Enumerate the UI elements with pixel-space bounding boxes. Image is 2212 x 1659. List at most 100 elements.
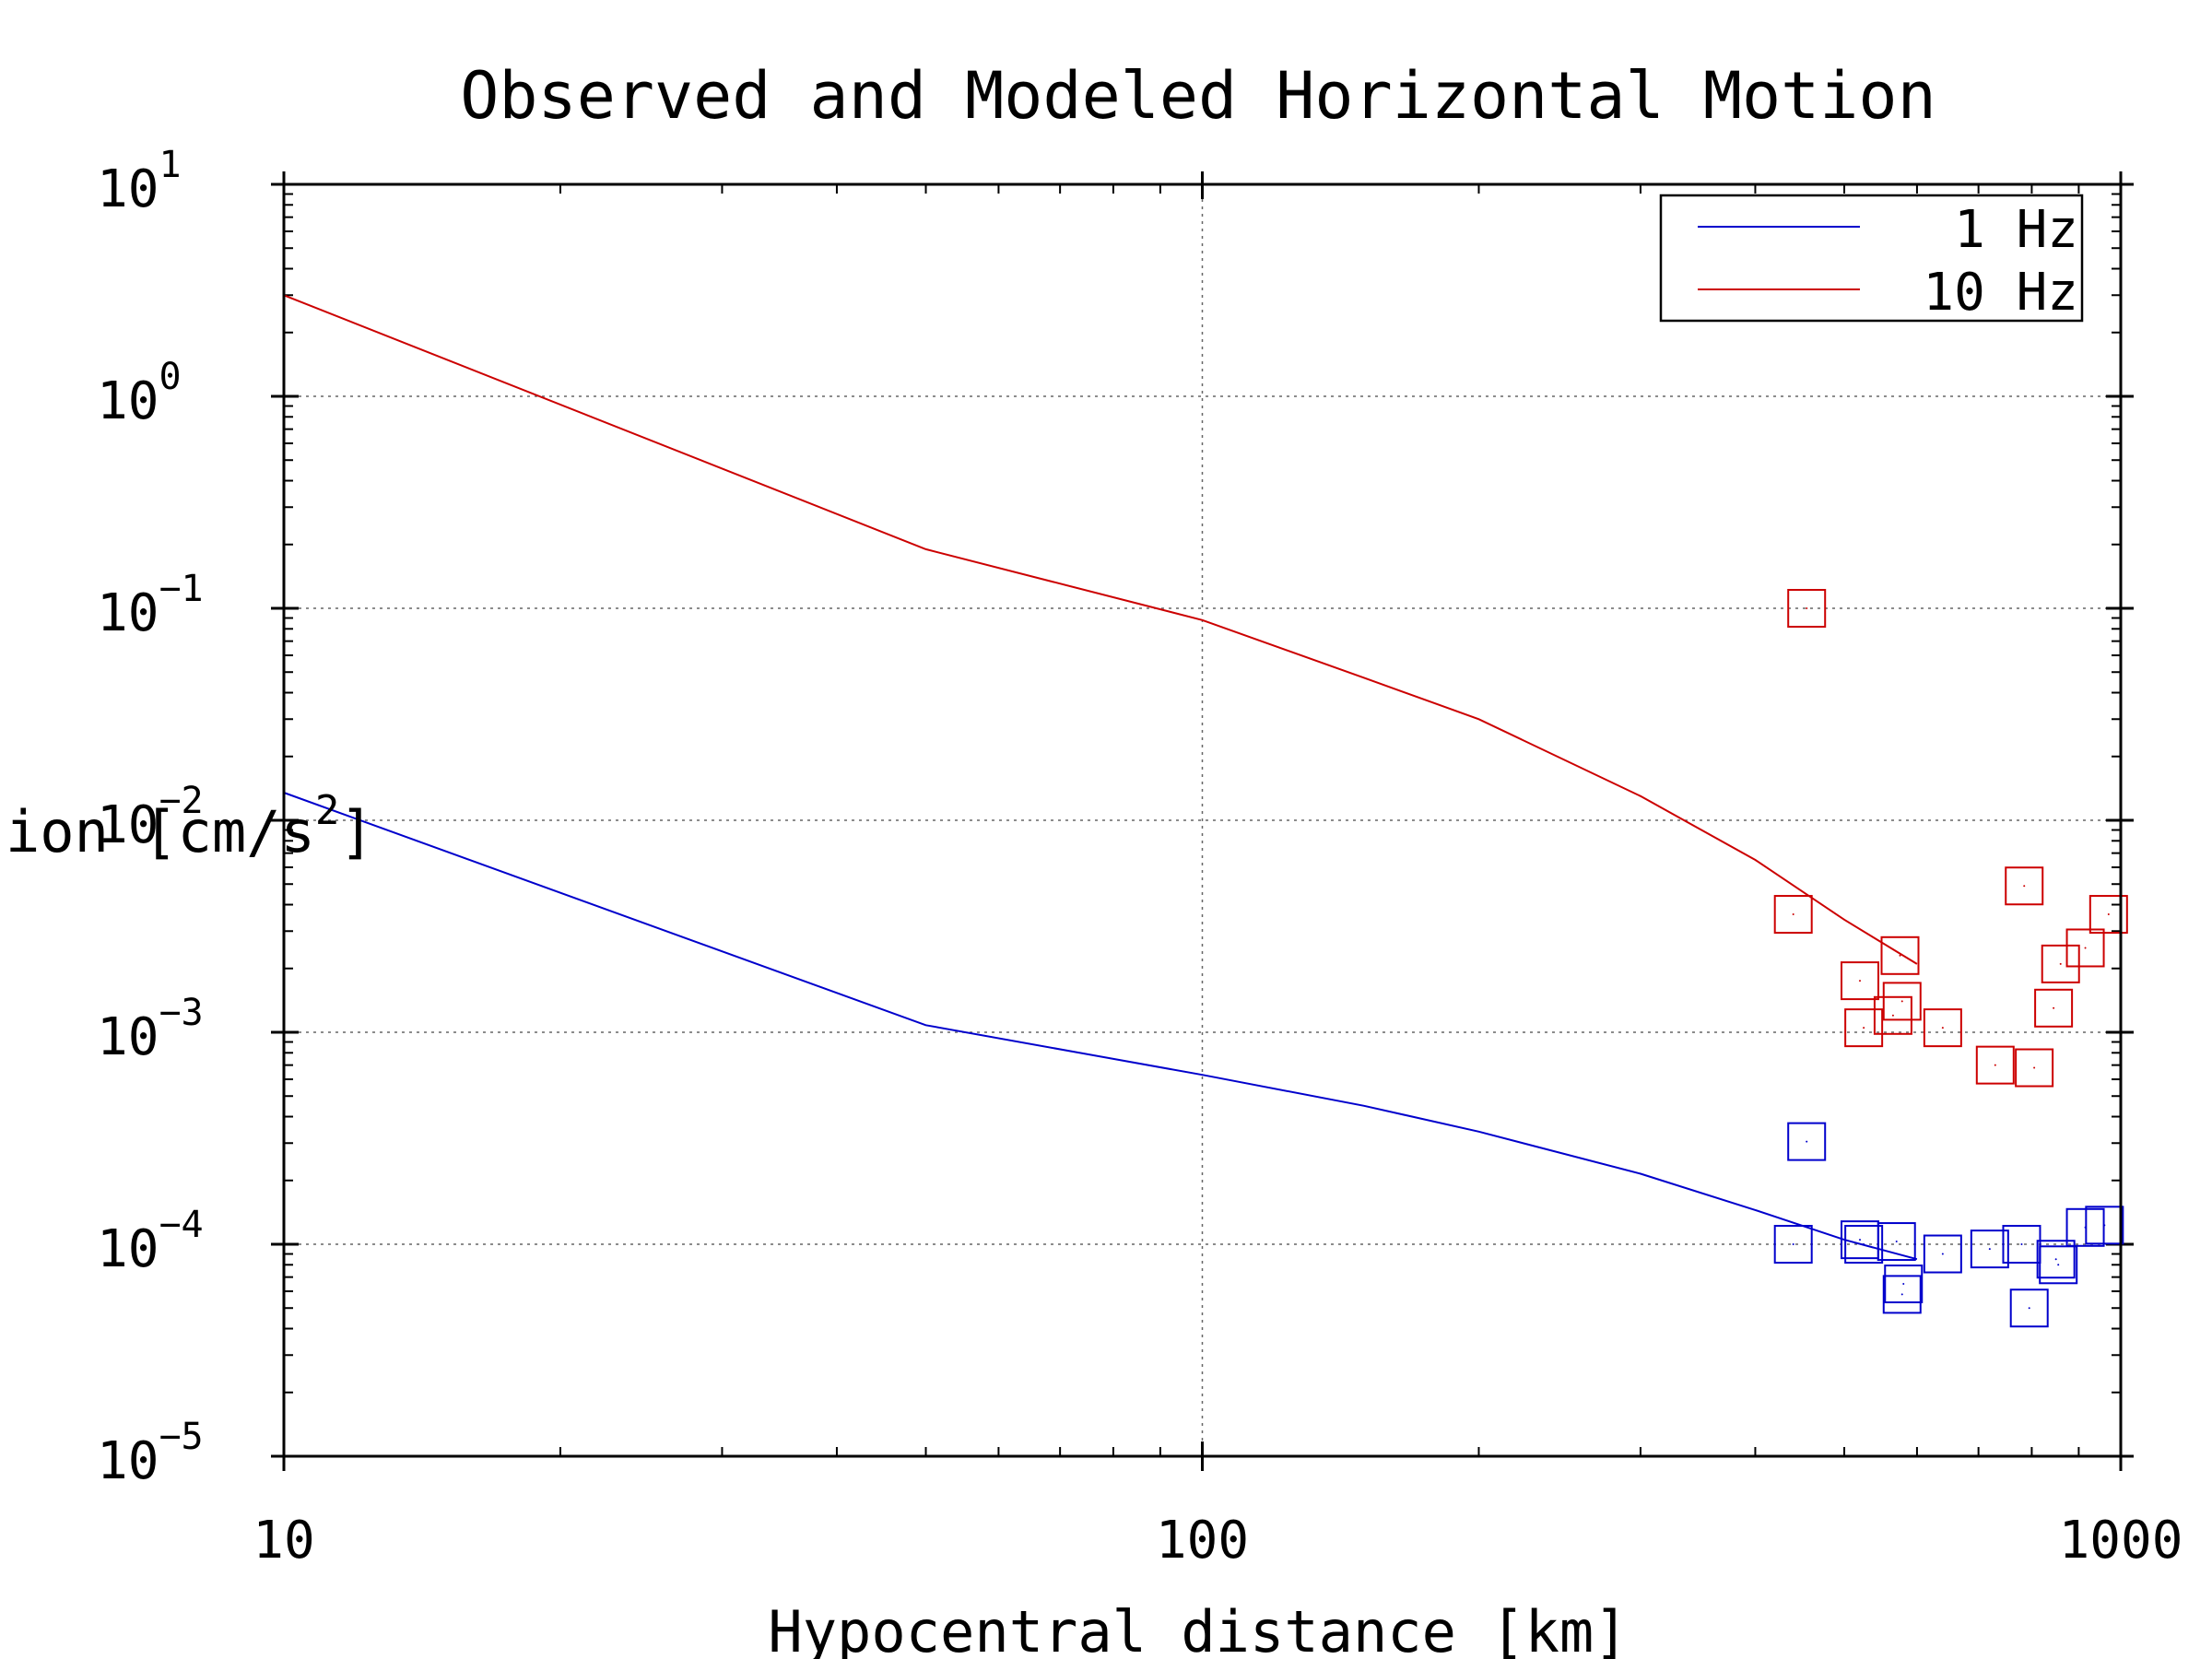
observed-point-1hz: [2039, 1245, 2078, 1285]
y-tick-label: 10−5: [97, 1416, 204, 1491]
observed-point-1hz: [1773, 1225, 1813, 1264]
y-tick-base: 10: [97, 795, 159, 855]
observed-point-1hz: [1923, 1234, 1962, 1274]
observed-point-10hz: [2088, 895, 2128, 935]
observed-point-center: [1994, 1064, 1996, 1066]
chart-title: Observed and Modeled Horizontal Motion: [460, 58, 1936, 134]
y-tick-base: 10: [97, 371, 159, 431]
observed-point-1hz: [2085, 1206, 2124, 1245]
observed-point-1hz: [1884, 1265, 1924, 1304]
observed-point-center: [1902, 1283, 1905, 1286]
observed-point-center: [2033, 1066, 2036, 1069]
observed-point-1hz: [2002, 1225, 2041, 1264]
observed-point-center: [1792, 913, 1794, 916]
observed-point-1hz: [1787, 1122, 1827, 1161]
observed-point-center: [1891, 1014, 1894, 1017]
y-axis-label-end: ]: [339, 798, 373, 865]
observed-point-center: [1899, 954, 1901, 957]
observed-point-center: [2103, 1224, 2106, 1227]
observed-point-1hz: [1882, 1275, 1922, 1314]
model-line-1hz: [283, 792, 1918, 1261]
observed-point-center: [1792, 1243, 1794, 1245]
y-tick-label: 101: [97, 144, 182, 219]
observed-point-center: [2054, 1258, 2057, 1261]
observed-point-center: [1941, 1027, 1944, 1030]
observed-point-center: [2053, 1006, 2055, 1009]
y-axis-label-sup: 2: [315, 787, 340, 834]
observed-point-1hz: [2009, 1288, 2049, 1328]
observed-point-center: [2084, 947, 2087, 949]
legend: 1 Hz 10 Hz: [1659, 194, 2084, 323]
y-tick-label: 10−1: [97, 568, 204, 643]
y-tick-label: 100: [97, 356, 182, 431]
y-tick-label: 10−4: [97, 1204, 204, 1279]
observed-point-10hz: [1880, 935, 1920, 975]
observed-point-center: [2107, 913, 2110, 916]
y-tick-exponent: 0: [159, 356, 181, 398]
legend-label-10hz: 10 Hz: [1923, 263, 2078, 323]
observed-point-10hz: [1975, 1045, 2015, 1085]
x-tick-label: 10: [253, 1511, 314, 1571]
y-tick-base: 10: [97, 583, 159, 643]
observed-point-10hz: [2015, 1048, 2054, 1088]
x-axis-label: Hypocentral distance [km]: [768, 1598, 1628, 1659]
grid: [284, 184, 2121, 1456]
observed-point-10hz: [2041, 944, 2080, 983]
observed-point-center: [2023, 885, 2026, 888]
observed-point-center: [1858, 980, 1861, 982]
observed-point-center: [1895, 1241, 1898, 1243]
observed-point-center: [1858, 1239, 1861, 1241]
x-tick-labels: 10 100 1000: [253, 1511, 2183, 1571]
observed-point-10hz: [2065, 928, 2105, 968]
legend-label-1hz: 1 Hz: [1954, 200, 2078, 260]
minor-ticks: [271, 171, 2134, 1471]
y-tick-label: 10−3: [97, 992, 204, 1067]
observed-point-center: [1900, 1293, 1903, 1296]
x-tick-label: 100: [1156, 1511, 1249, 1571]
y-tick-base: 10: [97, 1007, 159, 1067]
observed-point-10hz: [1840, 961, 1879, 1001]
model-line-10hz: [283, 294, 1918, 965]
observed-point-10hz: [2005, 866, 2044, 906]
observed-point-center: [1988, 1248, 1991, 1251]
observed-point-center: [1900, 1000, 1903, 1003]
y-axis-label-base: Acceleration [cm/s: [0, 798, 315, 865]
y-tick-exponent: −5: [159, 1416, 203, 1458]
observed-point-center: [1806, 1140, 1808, 1143]
observed-point-1hz: [1970, 1230, 2009, 1269]
series-1hz: [283, 792, 2124, 1328]
plot-frame: [282, 182, 2123, 1458]
y-tick-exponent: −3: [159, 992, 203, 1034]
y-tick-base: 10: [97, 159, 159, 219]
y-tick-base: 10: [97, 1219, 159, 1279]
observed-point-center: [1863, 1243, 1865, 1245]
observed-point-10hz: [1923, 1008, 1962, 1048]
observed-point-10hz: [1844, 1008, 1884, 1048]
observed-point-center: [2059, 962, 2062, 965]
observed-point-center: [1941, 1253, 1944, 1255]
observed-point-center: [2028, 1307, 2030, 1310]
observed-point-1hz: [1844, 1225, 1884, 1264]
y-tick-exponent: −1: [159, 568, 203, 610]
observed-point-10hz: [1882, 982, 1922, 1021]
y-tick-base: 10: [97, 1431, 159, 1491]
observed-point-10hz: [1787, 589, 1827, 628]
series-layer: [283, 294, 2128, 1328]
observed-point-10hz: [2034, 988, 2074, 1028]
legend-box: [1659, 194, 2084, 323]
observed-point-1hz: [1877, 1222, 1916, 1262]
observed-point-center: [2057, 1264, 2060, 1266]
y-tick-exponent: −4: [159, 1204, 203, 1246]
series-10hz: [283, 294, 2128, 1088]
y-axis-label: Acceleration [cm/s2]: [0, 787, 374, 865]
observed-point-1hz: [2036, 1240, 2076, 1279]
observed-point-10hz: [1873, 995, 1912, 1035]
y-tick-exponent: 1: [159, 144, 181, 186]
observed-point-center: [1863, 1027, 1865, 1030]
x-tick-label: 1000: [2059, 1511, 2183, 1571]
observed-point-10hz: [1773, 895, 1813, 935]
observed-point-center: [2020, 1243, 2023, 1245]
observed-point-center: [1806, 607, 1808, 609]
